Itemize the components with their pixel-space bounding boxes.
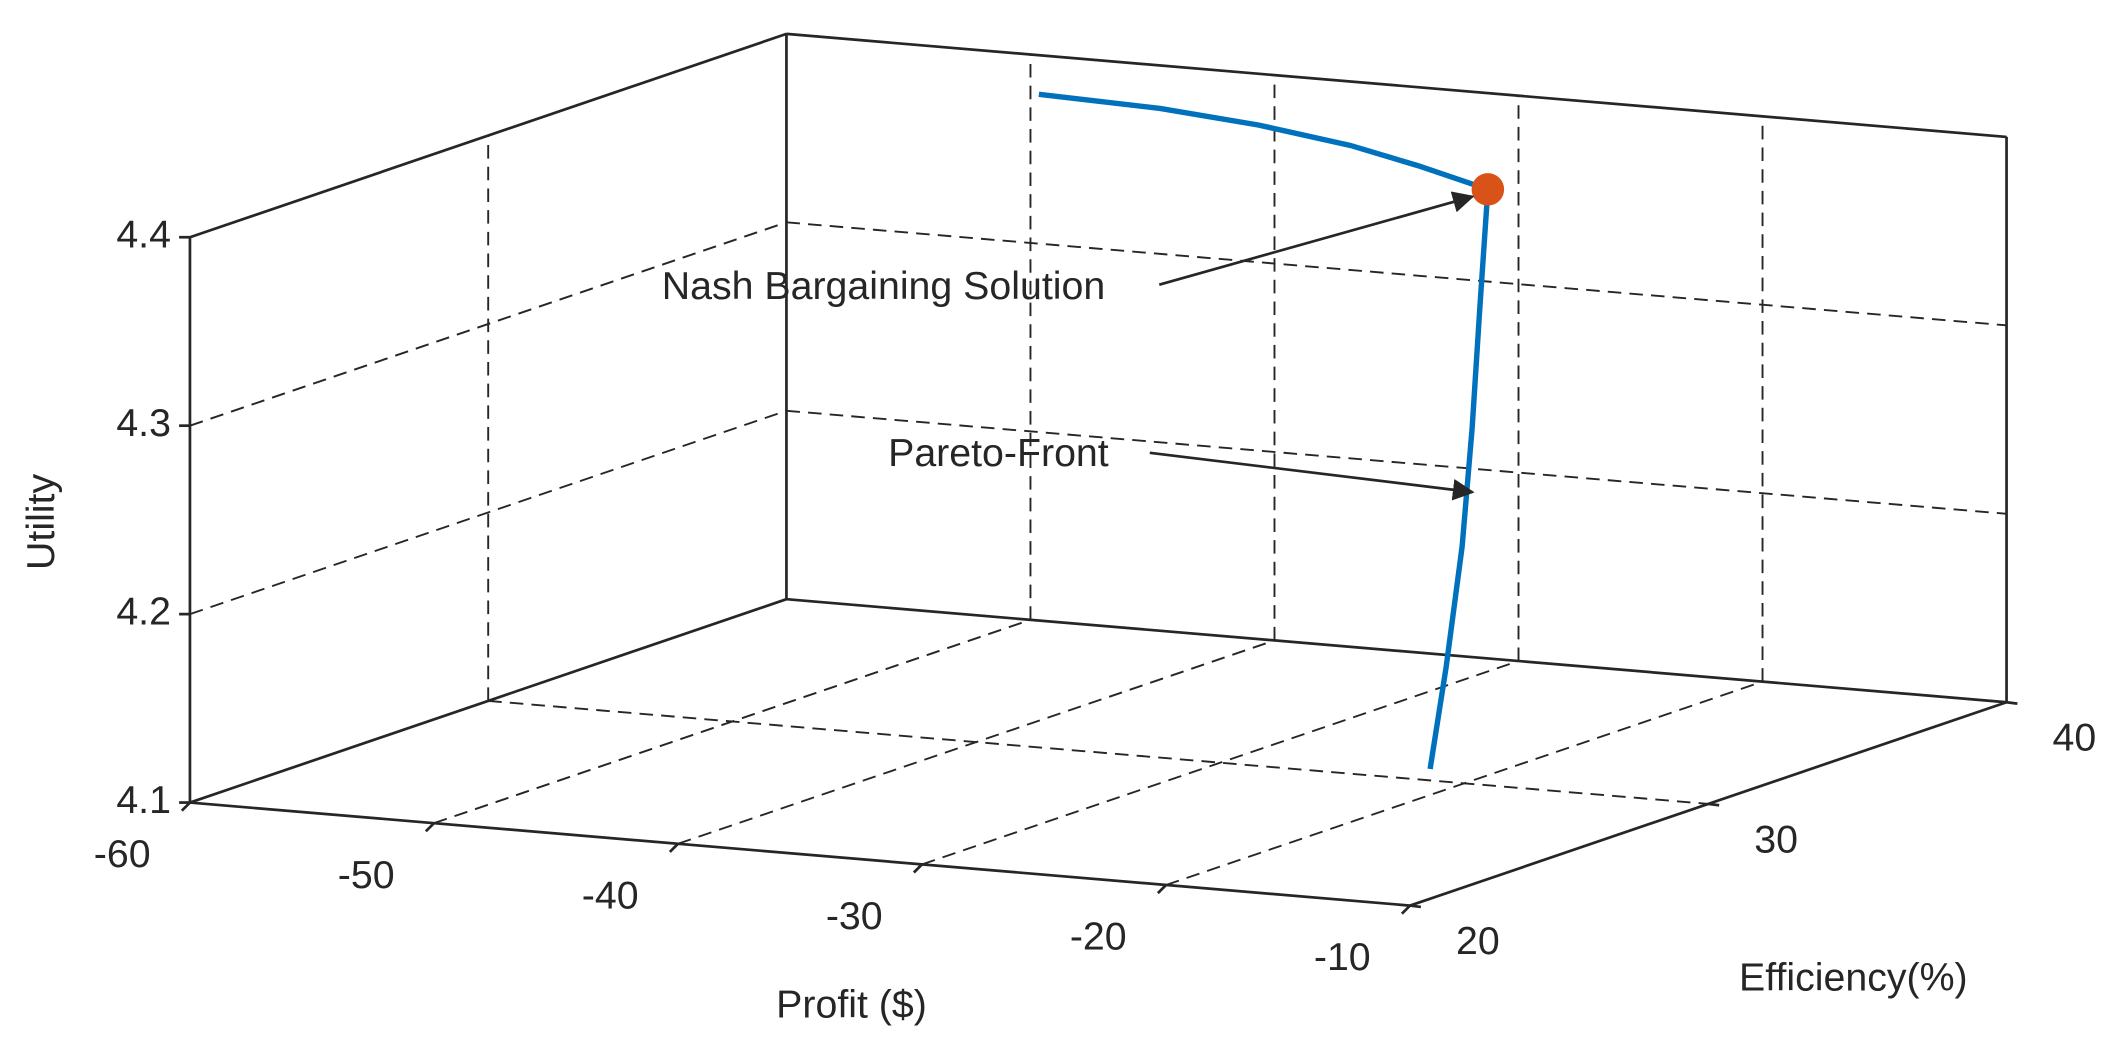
grid-line [786, 409, 2007, 515]
x-tick-label: -60 [94, 832, 151, 876]
annotation-arrow [1158, 191, 1475, 286]
grid-line [921, 660, 1519, 866]
tick-mark [2006, 700, 2018, 705]
x-tick-label: -20 [1070, 915, 1127, 959]
annotation: Pareto-Front [888, 431, 1109, 475]
tick-mark [668, 842, 679, 853]
plot-area [1038, 91, 1505, 770]
z-tick-label: 4.2 [116, 590, 171, 634]
grid-line [189, 409, 787, 616]
z-tick-label: 4.1 [116, 778, 171, 822]
axis-line [189, 32, 787, 239]
x-tick-label: -50 [338, 853, 395, 897]
grid-line [488, 699, 1709, 805]
x-tick-label: -10 [1314, 935, 1371, 979]
axes-box [179, 32, 2018, 915]
axis-line [189, 597, 787, 804]
axis-line [786, 597, 2007, 704]
axis-line [786, 32, 2007, 139]
z-axis-label: Utility [19, 474, 63, 570]
annotation: Nash Bargaining Solution [662, 264, 1105, 308]
y-tick-label: 40 [2052, 716, 2096, 760]
tick-mark [424, 822, 435, 833]
tick-mark [1156, 884, 1167, 895]
tick-mark [1400, 904, 1412, 915]
highlight-point [1471, 173, 1505, 206]
y-tick-label: 20 [1456, 919, 1500, 963]
x-tick-label: -40 [582, 873, 639, 917]
x-tick-label: -30 [826, 894, 883, 938]
y-tick-label: 30 [1754, 817, 1798, 861]
tick-mark [912, 863, 923, 874]
grid-line [189, 221, 787, 427]
annotation-arrow [1149, 451, 1475, 501]
axis-line [1409, 700, 2007, 907]
grid-line [786, 221, 2007, 327]
z-tick-label: 4.3 [116, 401, 171, 445]
y-axis-label: Efficiency(%) [1739, 956, 1968, 1000]
z-tick-label: 4.4 [116, 213, 171, 257]
axis-line [189, 801, 1411, 907]
x-axis-label: Profit ($) [776, 983, 927, 1027]
